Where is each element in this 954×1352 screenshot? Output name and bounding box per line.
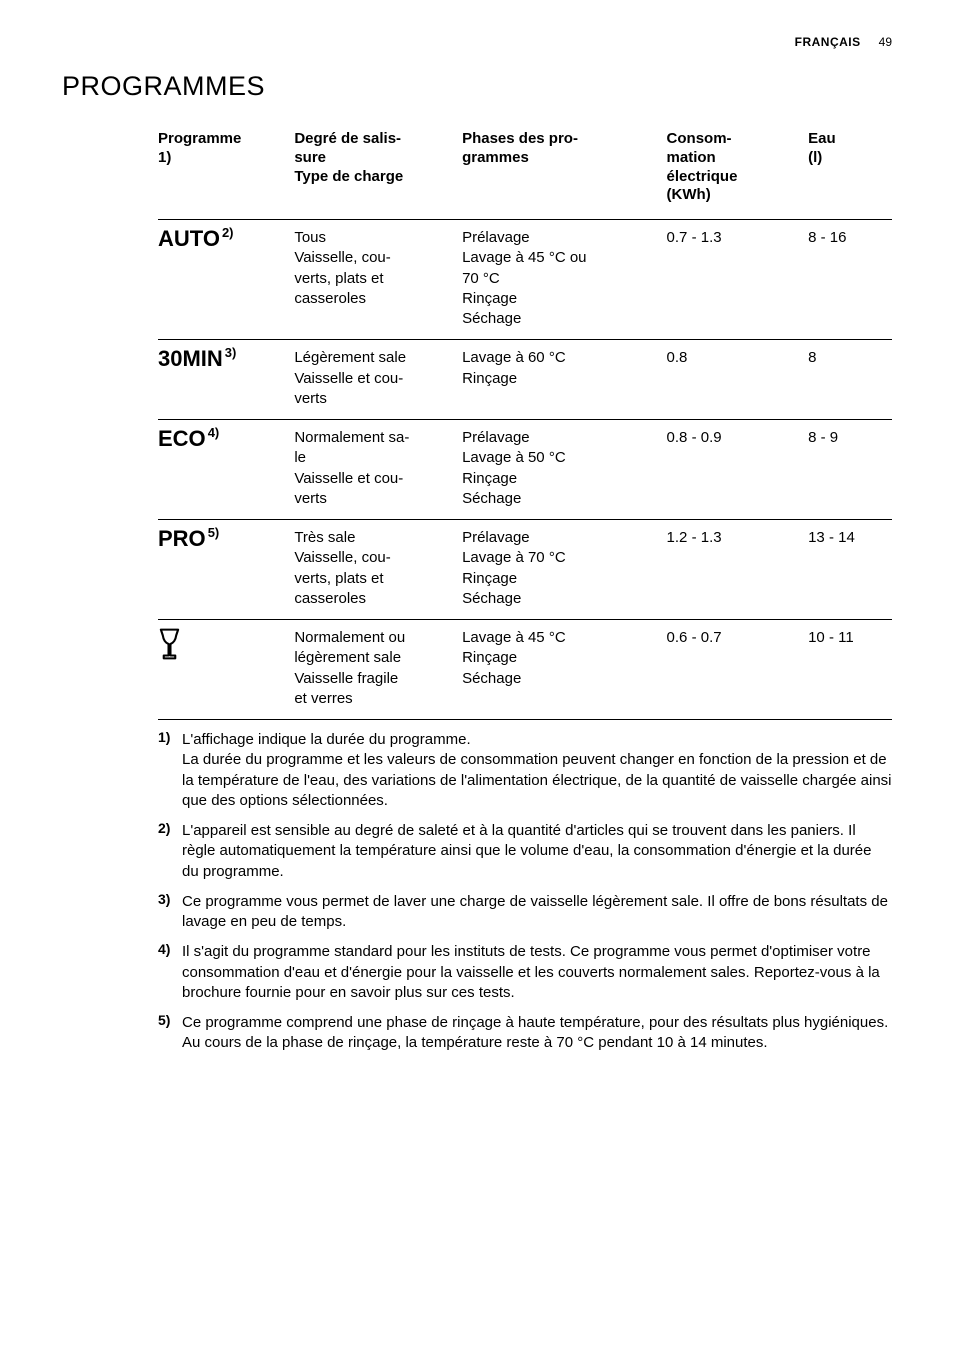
footnote-ref: 4) — [208, 426, 220, 439]
energy-cell: 0.8 - 0.9 — [667, 420, 809, 520]
footnote-number: 3) — [158, 892, 182, 906]
footnote: 1)L'affichage indique la durée du progra… — [158, 730, 892, 811]
water-cell: 13 - 14 — [808, 520, 892, 620]
column-header: Eau(l) — [808, 122, 892, 220]
footnote-paragraph: L'affichage indique la durée du programm… — [182, 730, 892, 750]
phases-cell: Lavage à 60 °CRinçage — [462, 340, 666, 420]
table-row: ECO4) Normalement sa-leVaisselle et cou-v… — [158, 420, 892, 520]
footnote-body: Ce programme comprend une phase de rinça… — [182, 1013, 892, 1054]
water-cell: 8 - 16 — [808, 220, 892, 340]
water-cell: 8 — [808, 340, 892, 420]
energy-cell: 0.6 - 0.7 — [667, 620, 809, 720]
column-header: Degré de salis-sureType de charge — [294, 122, 462, 220]
program-name: PRO5) — [158, 528, 219, 550]
footnote-number: 5) — [158, 1013, 182, 1027]
phases-cell: Lavage à 45 °CRinçageSéchage — [462, 620, 666, 720]
table-row: PRO5) Très saleVaisselle, cou-verts, plat… — [158, 520, 892, 620]
footnote-paragraph: Ce programme comprend une phase de rinça… — [182, 1013, 892, 1054]
footnote-number: 4) — [158, 942, 182, 956]
footnote-ref: 3) — [225, 346, 237, 359]
program-cell: ECO4) — [158, 420, 294, 520]
footnote-body: Il s'agit du programme standard pour les… — [182, 942, 892, 1003]
glass-icon — [158, 647, 181, 664]
footnote-body: Ce programme vous permet de laver une ch… — [182, 892, 892, 933]
table-row: AUTO2) TousVaisselle, cou-verts, plats et… — [158, 220, 892, 340]
footnote: 2)L'appareil est sensible au degré de sa… — [158, 821, 892, 882]
water-cell: 10 - 11 — [808, 620, 892, 720]
energy-cell: 0.7 - 1.3 — [667, 220, 809, 340]
soil-cell: Légèrement saleVaisselle et cou-verts — [294, 340, 462, 420]
footnote-body: L'appareil est sensible au degré de sale… — [182, 821, 892, 882]
table-body: AUTO2) TousVaisselle, cou-verts, plats et… — [158, 220, 892, 720]
energy-cell: 1.2 - 1.3 — [667, 520, 809, 620]
phases-cell: PrélavageLavage à 45 °C ou70 °CRinçageSé… — [462, 220, 666, 340]
page-header: FRANÇAIS 49 — [62, 35, 892, 49]
programmes-table: Programme1)Degré de salis-sureType de ch… — [158, 122, 892, 720]
phases-cell: PrélavageLavage à 50 °CRinçageSéchage — [462, 420, 666, 520]
soil-cell: TousVaisselle, cou-verts, plats etcasser… — [294, 220, 462, 340]
footnote-paragraph: La durée du programme et les valeurs de … — [182, 750, 892, 811]
footnote-number: 1) — [158, 730, 182, 744]
footnote-paragraph: Il s'agit du programme standard pour les… — [182, 942, 892, 1003]
energy-cell: 0.8 — [667, 340, 809, 420]
page-number: 49 — [879, 35, 892, 49]
footnote-number: 2) — [158, 821, 182, 835]
phases-cell: PrélavageLavage à 70 °CRinçageSéchage — [462, 520, 666, 620]
program-cell: PRO5) — [158, 520, 294, 620]
column-header: Programme1) — [158, 122, 294, 220]
soil-cell: Très saleVaisselle, cou-verts, plats etc… — [294, 520, 462, 620]
program-name: ECO4) — [158, 428, 219, 450]
footnote-ref: 5) — [208, 526, 220, 539]
footnote: 4)Il s'agit du programme standard pour l… — [158, 942, 892, 1003]
language-label: FRANÇAIS — [795, 35, 861, 49]
table-head: Programme1)Degré de salis-sureType de ch… — [158, 122, 892, 220]
column-header: Consom-mationélectrique(KWh) — [667, 122, 809, 220]
program-cell — [158, 620, 294, 720]
footnote: 3)Ce programme vous permet de laver une … — [158, 892, 892, 933]
program-cell: 30MIN3) — [158, 340, 294, 420]
soil-cell: Normalement oulégèrement saleVaisselle f… — [294, 620, 462, 720]
footnote-paragraph: Ce programme vous permet de laver une ch… — [182, 892, 892, 933]
footnote: 5)Ce programme comprend une phase de rin… — [158, 1013, 892, 1054]
content-area: Programme1)Degré de salis-sureType de ch… — [62, 122, 892, 1054]
program-name: AUTO2) — [158, 228, 234, 250]
water-cell: 8 - 9 — [808, 420, 892, 520]
table-row: Normalement oulégèrement saleVaisselle f… — [158, 620, 892, 720]
program-name: 30MIN3) — [158, 348, 236, 370]
footnotes: 1)L'affichage indique la durée du progra… — [158, 730, 892, 1054]
table-row: 30MIN3) Légèrement saleVaisselle et cou-v… — [158, 340, 892, 420]
soil-cell: Normalement sa-leVaisselle et cou-verts — [294, 420, 462, 520]
footnote-paragraph: L'appareil est sensible au degré de sale… — [182, 821, 892, 882]
footnote-ref: 2) — [222, 226, 234, 239]
footnote-body: L'affichage indique la durée du programm… — [182, 730, 892, 811]
page-title: PROGRAMMES — [62, 71, 892, 102]
program-cell: AUTO2) — [158, 220, 294, 340]
column-header: Phases des pro-grammes — [462, 122, 666, 220]
